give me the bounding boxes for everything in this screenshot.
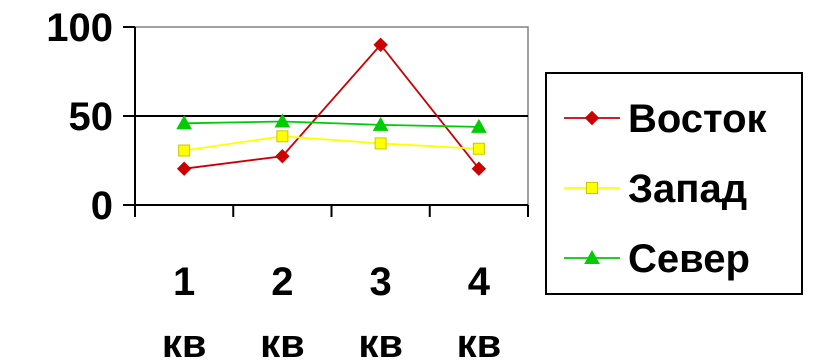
legend-entry: Восток (564, 97, 768, 141)
data-point (274, 113, 291, 128)
x-tick-label: 2 кв (260, 260, 305, 362)
legend-marker (586, 182, 598, 194)
data-point (176, 161, 192, 176)
legend-marker (584, 249, 600, 264)
axis-layer: 0 50 100 1 кв 2 кв 3 кв 4 кв (46, 6, 529, 362)
y-tick-label: 100 (46, 6, 113, 50)
x-tick-label: 4 кв (457, 260, 502, 362)
legend-label: Запад (628, 167, 747, 211)
legend-entry: Запад (564, 167, 747, 211)
legend-label: Восток (628, 97, 768, 141)
series-1 (176, 37, 487, 176)
series-line (183, 135, 479, 152)
legend-entry: Север (564, 237, 750, 281)
series-line (184, 120, 479, 128)
series-line (184, 43, 480, 170)
y-tick-label: 50 (69, 95, 114, 139)
data-point (374, 137, 387, 150)
legend-marker (584, 110, 600, 126)
data-point (372, 116, 389, 131)
y-tick-label: 0 (91, 184, 113, 228)
legend: Восток Запад Север (545, 72, 803, 295)
x-tick-label: 1 кв (162, 260, 207, 362)
data-point (176, 115, 192, 130)
legend-label: Север (628, 237, 750, 281)
x-tick-label: 3 кв (358, 260, 403, 362)
data-point (471, 161, 487, 176)
data-point (276, 130, 289, 143)
series-3 (176, 113, 487, 133)
data-point (472, 142, 485, 155)
data-point (275, 149, 290, 164)
data-point (373, 37, 388, 53)
data-point (178, 144, 191, 157)
series-layer (176, 37, 487, 176)
data-point (471, 118, 487, 133)
series-2 (178, 130, 485, 157)
